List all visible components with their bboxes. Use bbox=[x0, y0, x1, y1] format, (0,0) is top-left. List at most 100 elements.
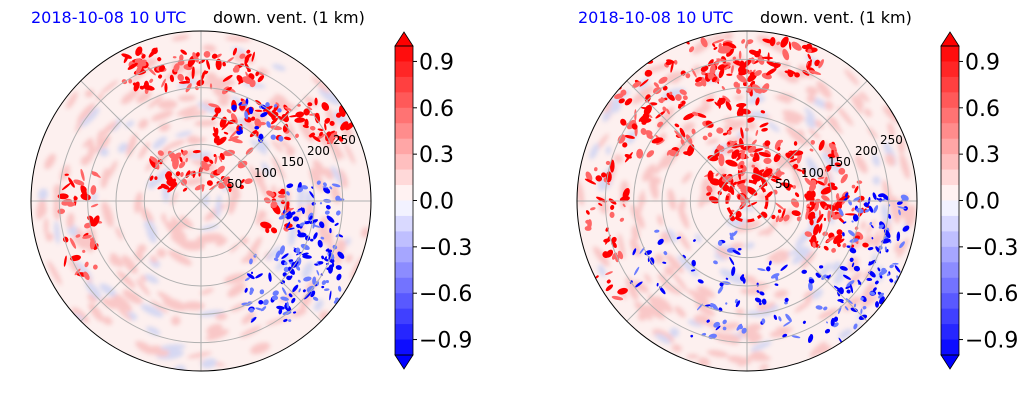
field-blob bbox=[633, 266, 640, 276]
colorbar-tick-label: 0.3 bbox=[419, 143, 454, 168]
field-blob bbox=[646, 150, 655, 158]
colorbar-segment bbox=[941, 123, 959, 140]
field-blob bbox=[718, 153, 725, 167]
field-blob bbox=[133, 81, 140, 92]
field-blob bbox=[878, 292, 885, 299]
field-blob bbox=[205, 329, 229, 341]
field-blob bbox=[230, 113, 238, 124]
field-blob bbox=[734, 298, 738, 304]
field-blob bbox=[649, 175, 659, 200]
colorbar-segment bbox=[395, 215, 413, 232]
field-blob bbox=[774, 283, 779, 286]
field-blob bbox=[295, 111, 305, 118]
field-blob bbox=[277, 194, 286, 199]
field-blob bbox=[706, 192, 712, 196]
field-blob bbox=[281, 113, 290, 123]
field-blob bbox=[194, 184, 205, 191]
field-blob bbox=[878, 269, 888, 276]
field-blob bbox=[777, 146, 781, 151]
field-blob bbox=[68, 177, 75, 188]
field-blob bbox=[831, 261, 842, 273]
field-blob bbox=[179, 150, 196, 161]
field-blob bbox=[672, 271, 688, 292]
title-variable-left: down. vent. (1 km) bbox=[213, 8, 365, 27]
field-blob bbox=[716, 58, 727, 62]
field-blob bbox=[299, 222, 305, 227]
field-blob bbox=[839, 300, 844, 304]
polar-frame-left bbox=[30, 30, 372, 372]
field-blob bbox=[279, 245, 285, 255]
field-blob bbox=[288, 224, 297, 247]
field-blob bbox=[624, 98, 633, 106]
field-blob bbox=[815, 305, 823, 310]
field-blob bbox=[737, 182, 747, 191]
field-blob bbox=[237, 160, 248, 169]
field-blob bbox=[324, 258, 329, 262]
field-blob bbox=[283, 318, 288, 323]
field-blob bbox=[278, 308, 283, 315]
field-blob bbox=[226, 109, 232, 114]
field-blob bbox=[773, 314, 778, 320]
field-blob bbox=[609, 159, 615, 173]
colorbar-segment bbox=[941, 324, 959, 341]
field-blob bbox=[149, 156, 159, 163]
field-blob bbox=[312, 296, 319, 301]
colorbar-segment bbox=[941, 215, 959, 232]
field-blob bbox=[335, 297, 339, 301]
field-blob bbox=[755, 97, 760, 106]
colorbar-segment bbox=[941, 154, 959, 171]
field-blob bbox=[244, 287, 248, 293]
field-blob bbox=[134, 191, 143, 214]
field-blob bbox=[743, 58, 752, 68]
colorbar-right: 0.9 0.6 0.3 0.0 −0.3 −0.6 −0.9 bbox=[940, 31, 1018, 370]
field-blob bbox=[792, 163, 799, 170]
field-blob bbox=[209, 159, 214, 164]
colorbar-segment bbox=[395, 123, 413, 140]
field-blob bbox=[286, 214, 293, 220]
field-blob bbox=[589, 143, 600, 160]
field-blob bbox=[157, 99, 178, 110]
field-blob bbox=[690, 269, 696, 272]
field-blob bbox=[273, 104, 279, 112]
field-blob bbox=[855, 237, 863, 249]
field-blob bbox=[598, 202, 603, 206]
field-blob bbox=[766, 266, 771, 272]
colorbar-segment bbox=[941, 231, 959, 248]
field-blob bbox=[849, 247, 857, 254]
field-blob bbox=[306, 106, 313, 111]
field-blob bbox=[605, 160, 611, 166]
field-blob bbox=[747, 69, 753, 75]
field-blob bbox=[818, 223, 823, 234]
field-blob bbox=[740, 274, 745, 280]
title-date-right: 2018-10-08 10 UTC bbox=[578, 8, 733, 27]
field-blob bbox=[751, 148, 764, 153]
field-blob bbox=[260, 111, 268, 118]
field-blob bbox=[346, 108, 351, 112]
field-blob bbox=[758, 302, 776, 312]
field-blob bbox=[850, 307, 859, 313]
field-blob bbox=[203, 50, 211, 58]
field-blob bbox=[834, 162, 842, 167]
field-blob bbox=[80, 168, 85, 182]
field-blob bbox=[782, 109, 805, 122]
field-blob bbox=[331, 183, 341, 188]
field-blob bbox=[862, 242, 869, 248]
field-blob bbox=[301, 185, 309, 190]
field-blob bbox=[301, 207, 305, 215]
field-blob bbox=[584, 178, 597, 185]
field-blob bbox=[136, 278, 151, 297]
colorbar-segment bbox=[941, 277, 959, 294]
field-blob bbox=[284, 302, 287, 306]
field-blob bbox=[192, 149, 202, 154]
field-blob bbox=[63, 255, 67, 267]
field-blob bbox=[808, 281, 813, 291]
field-blob bbox=[845, 285, 851, 289]
field-blob bbox=[707, 154, 719, 162]
field-blob bbox=[41, 203, 47, 216]
colorbar-left: 0.9 0.6 0.3 0.0 −0.3 −0.6 −0.9 bbox=[394, 31, 472, 370]
field-blob bbox=[89, 238, 97, 243]
field-blob bbox=[348, 102, 352, 110]
field-blob bbox=[872, 154, 881, 167]
field-blob bbox=[585, 219, 590, 224]
field-blob bbox=[746, 96, 766, 104]
